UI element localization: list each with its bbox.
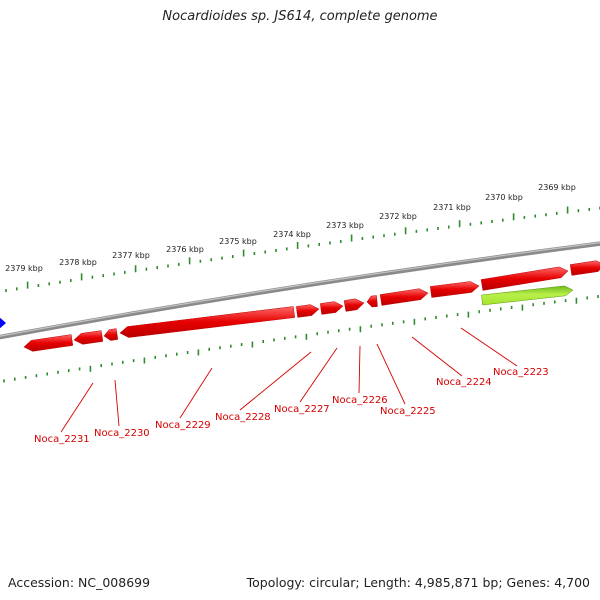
gene-track	[23, 260, 600, 352]
genome-summary-text: Topology: circular; Length: 4,985,871 bp…	[246, 575, 590, 590]
position-marker-icon[interactable]	[0, 316, 6, 330]
scale-label: 2374 kbp	[273, 230, 311, 239]
gene-label[interactable]: Noca_2228	[215, 412, 271, 423]
leader-line	[358, 345, 361, 394]
gene-label[interactable]: Noca_2227	[274, 404, 330, 415]
scale-label: 2378 kbp	[59, 258, 97, 267]
gene-arrow[interactable]	[343, 298, 365, 312]
leader-line	[411, 336, 463, 377]
gene-arrow[interactable]	[366, 295, 378, 308]
scale-label: 2371 kbp	[433, 203, 471, 212]
gene-arrow[interactable]	[480, 266, 569, 291]
leader-line	[179, 367, 213, 419]
gene-arrow[interactable]	[569, 260, 600, 276]
gene-leader-lines	[60, 327, 518, 433]
gene-label[interactable]: Noca_2225	[380, 406, 436, 417]
outer-scale-ticks	[5, 206, 600, 293]
gene-arrow[interactable]	[320, 301, 344, 315]
scale-label: 2375 kbp	[219, 237, 257, 246]
leader-line	[114, 379, 120, 427]
scale-label: 2369 kbp	[538, 183, 576, 192]
gene-arrow[interactable]	[379, 288, 429, 306]
accession-text: Accession: NC_008699	[8, 575, 151, 590]
scale-label: 2377 kbp	[112, 251, 150, 260]
genome-backbone	[0, 241, 600, 340]
gene-label[interactable]: Noca_2224	[436, 377, 492, 388]
leader-line	[239, 351, 312, 411]
scale-label: 2376 kbp	[166, 245, 204, 254]
scale-label: 2373 kbp	[326, 221, 364, 230]
gene-label[interactable]: Noca_2231	[34, 434, 90, 445]
gene-label[interactable]: Noca_2229	[155, 420, 211, 431]
leader-line	[460, 327, 518, 367]
gene-label[interactable]: Noca_2230	[94, 428, 150, 439]
scale-label: 2372 kbp	[379, 212, 417, 221]
gene-arrow[interactable]	[296, 304, 320, 318]
gene-label[interactable]: Noca_2226	[332, 395, 388, 406]
scale-label: 2379 kbp	[5, 264, 43, 273]
genome-backbone-highlight	[0, 242, 600, 337]
gene-label[interactable]: Noca_2223	[493, 367, 549, 378]
map-title: Nocardioides sp. JS614, complete genome	[162, 9, 438, 24]
leader-line	[376, 343, 406, 405]
scale-labels: 2369 kbp 2370 kbp 2371 kbp 2372 kbp 2373 kbp…	[5, 183, 576, 273]
gene-arrow[interactable]	[430, 281, 480, 298]
inner-scale-ticks	[3, 295, 599, 383]
gene-arrow[interactable]	[119, 306, 295, 338]
leader-line	[299, 347, 338, 403]
gene-arrow[interactable]	[103, 328, 119, 341]
gene-labels: Noca_2223Noca_2224Noca_2225Noca_2226Noca…	[34, 367, 549, 445]
scale-label: 2370 kbp	[485, 193, 523, 202]
gene-arrow[interactable]	[73, 330, 104, 345]
gene-arrow-highlighted[interactable]	[481, 285, 574, 306]
gene-arrow[interactable]	[23, 334, 74, 352]
leader-line	[60, 382, 94, 433]
